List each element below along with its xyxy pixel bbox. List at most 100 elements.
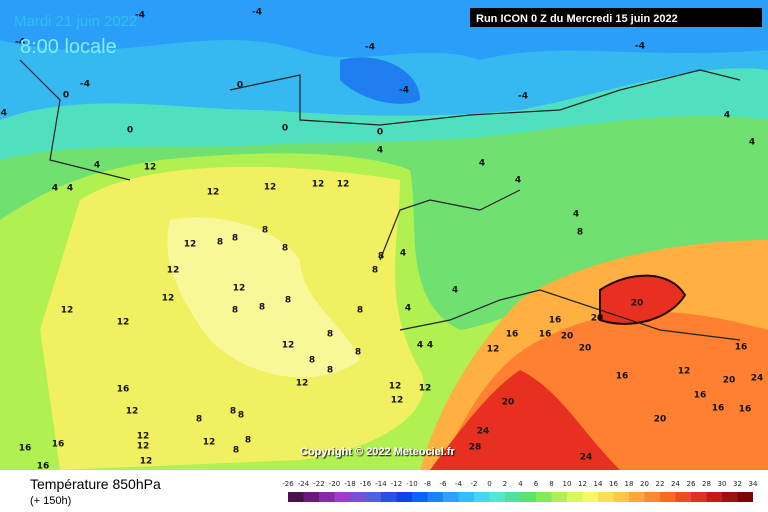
contour-label: 12 — [389, 382, 402, 392]
contour-label: 12 — [137, 432, 150, 442]
contour-label: 12 — [487, 345, 500, 355]
contour-label: 16 — [739, 405, 752, 415]
colorbar-tick: -2 — [471, 480, 478, 488]
contour-label: 4 — [749, 138, 755, 148]
time: 8:00 locale — [20, 36, 117, 58]
contour-label: 8 — [355, 348, 361, 358]
colorbar-tick: -12 — [391, 480, 402, 488]
contour-label: 8 — [372, 266, 378, 276]
contour-label: 12 — [391, 396, 404, 406]
contour-label: 16 — [52, 440, 65, 450]
contour-label: 12 — [117, 318, 130, 328]
contour-label: 8 — [230, 407, 236, 417]
contour-label: 12 — [282, 341, 295, 351]
legend-panel — [0, 470, 768, 512]
contour-label: -4 — [399, 86, 409, 96]
colorbar-swatch — [505, 492, 521, 502]
contour-label: 8 — [259, 303, 265, 313]
contour-label: 4 — [427, 341, 433, 351]
coastline — [19, 59, 741, 341]
cold-zone — [340, 57, 420, 104]
date: Mardi 21 juin 2022 — [14, 13, 137, 30]
contour-label: -4 — [0, 109, 7, 119]
colorbar-swatch — [675, 492, 691, 502]
colorbar-tick: 10 — [563, 480, 572, 488]
contour-label: 8 — [327, 366, 333, 376]
colorbar-tick: -26 — [282, 480, 294, 488]
colorbar-swatch — [613, 492, 629, 502]
contour-label: 16 — [506, 330, 519, 340]
contour-label: -4 — [135, 11, 145, 21]
contour-label: 8 — [327, 330, 333, 340]
colorbar-tick: 14 — [594, 480, 603, 488]
colorbar-swatch — [660, 492, 676, 502]
colorbar-tick: -24 — [298, 480, 310, 488]
contour-label: 12 — [207, 188, 220, 198]
contour-label: -4 — [15, 38, 25, 48]
colorbar-tick: -4 — [455, 480, 463, 488]
colorbar-tick: 22 — [656, 480, 665, 488]
contour-label: 12 — [162, 294, 175, 304]
contour-label: 4 — [417, 341, 423, 351]
contour-label: -4 — [365, 43, 375, 53]
contour-label: 12 — [233, 284, 246, 294]
colorbar-swatch — [365, 492, 381, 502]
colorbar-swatch — [520, 492, 536, 502]
contour-label: -4 — [252, 8, 262, 18]
contour-label: 4 — [94, 161, 100, 171]
contour-label: 4 — [405, 304, 411, 314]
contour-label: 4 — [52, 184, 58, 194]
colorbar-swatch — [644, 492, 660, 502]
contour-label: 4 — [67, 184, 73, 194]
colorbar-tick: 4 — [518, 480, 523, 488]
contour-label: 8 — [577, 228, 583, 238]
colorbar-swatch — [334, 492, 350, 502]
contour-label: 20 — [561, 332, 574, 342]
contour-label: 12 — [312, 180, 325, 190]
colorbar-tick: -22 — [313, 480, 324, 488]
colorbar-swatch — [474, 492, 490, 502]
colorbar-tick: -6 — [440, 480, 448, 488]
contour-label: 4 — [515, 176, 521, 186]
zone-warm — [167, 217, 360, 378]
contour-label: 8 — [357, 306, 363, 316]
colorbar-swatch — [706, 492, 722, 502]
contour-label: 16 — [712, 404, 725, 414]
colorbar-swatch — [691, 492, 707, 502]
contour-label: 4 — [573, 210, 579, 220]
colorbar-tick: 18 — [625, 480, 634, 488]
colorbar-tick: 0 — [487, 480, 491, 488]
colorbar-swatch — [427, 492, 443, 502]
contour-label: 16 — [616, 372, 629, 382]
colorbar-swatch — [381, 492, 397, 502]
contour-label: 16 — [549, 316, 562, 326]
colorbar-tick: 6 — [534, 480, 539, 488]
contour-label: 16 — [694, 391, 707, 401]
colorbar-tick: -20 — [329, 480, 340, 488]
contour-label: 20 — [631, 299, 644, 309]
contour-label: 12 — [296, 379, 309, 389]
run-label: Run ICON 0 Z du Mercredi 15 juin 2022 — [476, 13, 678, 25]
contour-label: 8 — [217, 238, 223, 248]
colorbar-tick: 28 — [702, 480, 711, 488]
colorbar-swatch — [598, 492, 614, 502]
contour-label: 28 — [469, 443, 482, 453]
contour-label: 16 — [19, 444, 32, 454]
contour-label: 8 — [232, 234, 238, 244]
contour-label: 4 — [479, 159, 485, 169]
colorbar-swatch — [303, 492, 319, 502]
colorbar-tick: -8 — [424, 480, 431, 488]
contour-label: 24 — [751, 374, 764, 384]
contour-label: 8 — [233, 446, 239, 456]
contour-label: 8 — [196, 415, 202, 425]
colorbar-swatch — [582, 492, 598, 502]
contour-label: 0 — [237, 81, 243, 91]
contour-label: 12 — [678, 367, 691, 377]
contour-label: 0 — [282, 124, 288, 134]
contour-label: 12 — [167, 266, 180, 276]
colorbar-tick: 30 — [718, 480, 727, 488]
colorbar-tick: 24 — [671, 480, 680, 488]
contour-label: -4 — [518, 92, 528, 102]
contour-label: 24 — [477, 427, 490, 437]
